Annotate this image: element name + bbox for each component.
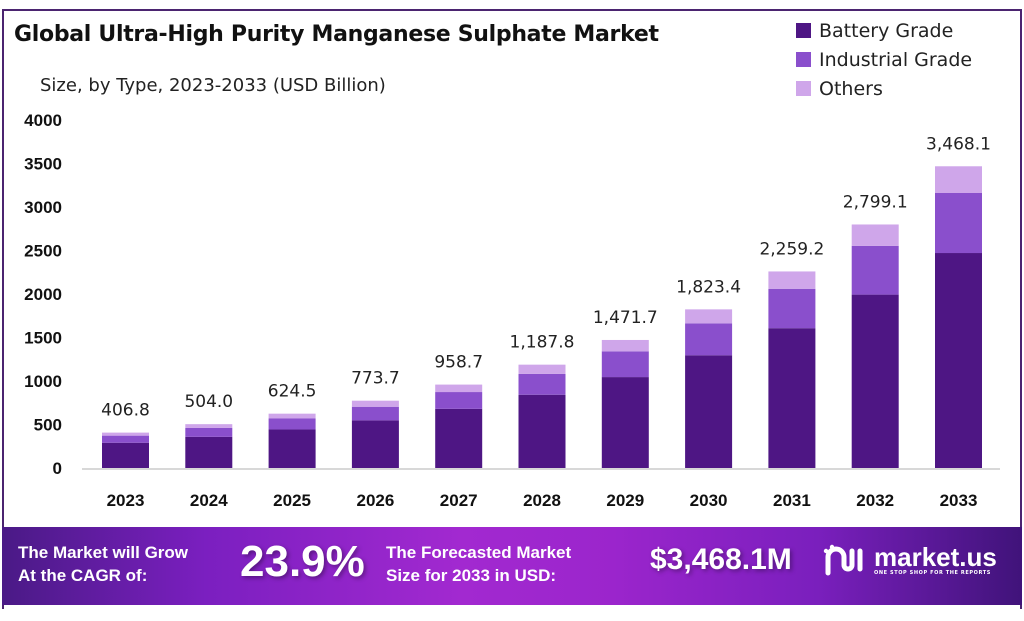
- legend-item-battery-grade: Battery Grade: [796, 16, 972, 45]
- bar-total-label: 1,471.7: [593, 308, 658, 328]
- bar-total-label: 2,259.2: [759, 239, 824, 259]
- y-tick-label: 500: [34, 416, 62, 435]
- x-tick-label: 2032: [856, 491, 894, 510]
- bar-segment-others: [601, 339, 649, 352]
- legend-label: Others: [819, 77, 883, 100]
- bar-segment-battery-grade: [935, 253, 982, 468]
- legend-item-others: Others: [796, 74, 972, 103]
- legend-item-industrial-grade: Industrial Grade: [796, 45, 972, 74]
- legend-swatch-industrial-grade: [796, 52, 811, 67]
- bar-segment-others: [518, 364, 566, 374]
- bar-total-label: 958.7: [434, 353, 483, 373]
- bar-segment-battery-grade: [102, 442, 149, 468]
- bar-total-label: 406.8: [101, 401, 150, 421]
- y-tick-label: 3500: [24, 155, 62, 174]
- stacked-bar-chart: 0 500 1000 1500 2000 2500 3000 3500 4000 406.8 202…: [24, 111, 1000, 510]
- bar-segment-others: [851, 224, 899, 246]
- legend-label: Battery Grade: [819, 19, 954, 42]
- brand-tagline: ONE STOP SHOP FOR THE REPORTS: [874, 570, 991, 576]
- bar-segment-battery-grade: [685, 355, 733, 468]
- y-tick-label: 3000: [24, 198, 62, 217]
- y-tick-label: 2500: [24, 242, 62, 261]
- y-tick-label: 1000: [24, 372, 62, 391]
- legend-swatch-others: [796, 81, 811, 96]
- forecast-label-line2: Size for 2033 in USD:: [386, 566, 557, 585]
- x-tick-label: 2029: [606, 491, 644, 510]
- y-tick-label: 4000: [24, 111, 62, 130]
- bar-segment-industrial-grade: [351, 406, 399, 421]
- legend: Battery Grade Industrial Grade Others: [796, 16, 972, 103]
- x-tick-label: 2031: [773, 491, 811, 510]
- bar-segment-others: [768, 271, 816, 289]
- bar-segment-others: [102, 432, 149, 436]
- bar-segment-others: [268, 413, 316, 419]
- bar-segment-battery-grade: [351, 420, 399, 468]
- bar-segment-industrial-grade: [102, 435, 149, 443]
- bar-segment-industrial-grade: [601, 351, 649, 378]
- bar-segment-battery-grade: [851, 294, 899, 468]
- bar-segment-battery-grade: [601, 377, 649, 468]
- bar-total-label: 2,799.1: [843, 192, 908, 212]
- forecast-label-line1: The Forecasted Market: [386, 543, 572, 562]
- bar-segment-industrial-grade: [435, 392, 483, 409]
- bar-total-label: 3,468.1: [926, 134, 991, 154]
- cagr-label-line1: The Market will Grow: [18, 543, 189, 562]
- bar-segment-others: [935, 166, 982, 193]
- bar-segment-industrial-grade: [851, 245, 899, 295]
- bar-segment-battery-grade: [768, 328, 816, 468]
- x-tick-label: 2026: [356, 491, 394, 510]
- legend-swatch-battery-grade: [796, 23, 811, 38]
- bar-total-label: 504.0: [184, 392, 233, 412]
- x-tick-label: 2024: [190, 491, 228, 510]
- cagr-label-line2: At the CAGR of:: [18, 566, 148, 585]
- bar-segment-battery-grade: [185, 436, 233, 468]
- x-tick-label: 2023: [107, 491, 145, 510]
- cagr-label: The Market will Grow At the CAGR of:: [18, 541, 188, 587]
- x-tick-label: 2033: [940, 491, 978, 510]
- bar-total-label: 624.5: [268, 382, 317, 402]
- bar-segment-industrial-grade: [268, 418, 316, 430]
- bar-segment-others: [435, 384, 483, 393]
- y-tick-label: 1500: [24, 329, 62, 348]
- bar-segment-industrial-grade: [518, 373, 566, 395]
- bar-total-label: 1,187.8: [510, 333, 575, 353]
- bar-segment-battery-grade: [435, 408, 483, 468]
- bar-segment-others: [351, 400, 399, 407]
- y-tick-label: 0: [53, 459, 62, 478]
- forecast-label: The Forecasted Market Size for 2033 in U…: [386, 541, 571, 587]
- bar-segment-others: [685, 309, 733, 324]
- bar-segment-industrial-grade: [685, 323, 733, 356]
- bar-segment-industrial-grade: [185, 427, 233, 437]
- x-tick-label: 2025: [273, 491, 311, 510]
- x-tick-label: 2027: [440, 491, 478, 510]
- bar-segment-industrial-grade: [768, 288, 816, 329]
- brand-logo: market.us ONE STOP SHOP FOR THE REPORTS: [822, 543, 997, 577]
- bar-segment-others: [185, 424, 233, 428]
- x-tick-label: 2030: [690, 491, 728, 510]
- x-tick-label: 2028: [523, 491, 561, 510]
- y-tick-label: 2000: [24, 285, 62, 304]
- bar-total-label: 1,823.4: [676, 277, 741, 297]
- market-us-logo-icon: [823, 544, 863, 576]
- cagr-value: 23.9%: [240, 537, 365, 586]
- bar-segment-industrial-grade: [935, 192, 982, 254]
- legend-label: Industrial Grade: [819, 48, 973, 71]
- bar-total-label: 773.7: [351, 369, 400, 389]
- brand-name: market.us: [874, 542, 997, 572]
- chart-title: Global Ultra-High Purity Manganese Sulph…: [14, 22, 659, 47]
- forecast-value: $3,468.1M: [650, 543, 792, 576]
- bar-segment-battery-grade: [518, 394, 566, 468]
- bar-segment-battery-grade: [268, 429, 316, 468]
- chart-subtitle: Size, by Type, 2023-2033 (USD Billion): [40, 75, 386, 96]
